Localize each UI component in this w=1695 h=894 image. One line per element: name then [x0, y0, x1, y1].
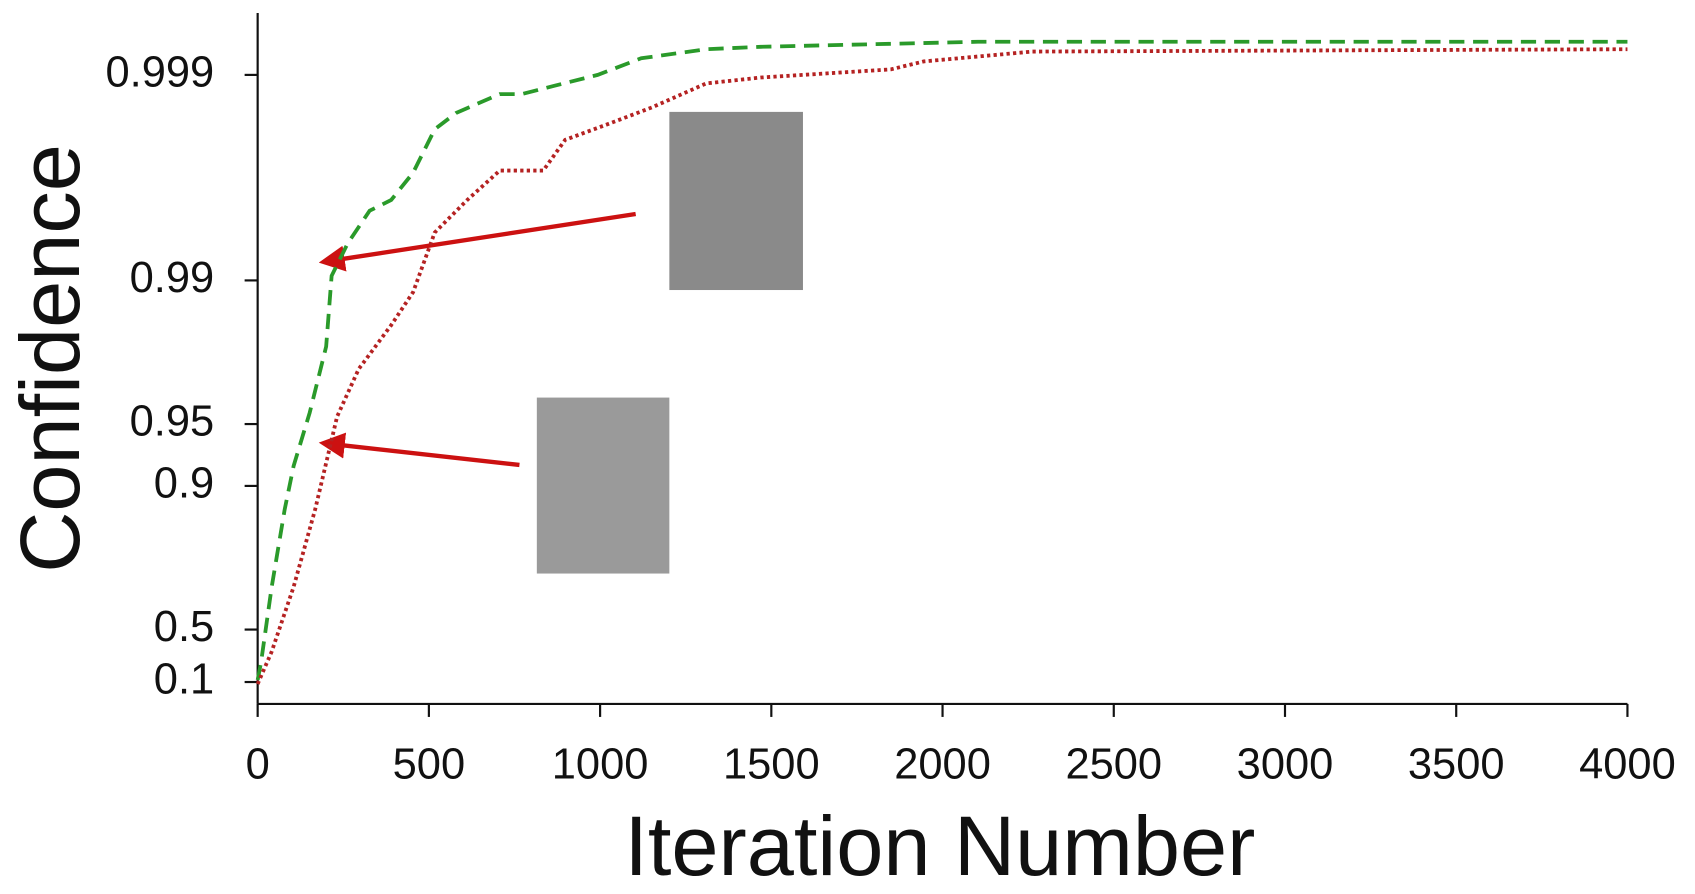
x-tick-label: 2500 — [1065, 740, 1162, 788]
y-tick-label: 0.9 — [154, 459, 214, 507]
series-line — [255, 47, 1628, 685]
y-tick-label: 0.5 — [154, 603, 214, 651]
x-tick-label: 1500 — [723, 740, 820, 788]
y-axis-title: Confidence — [2, 144, 97, 573]
x-tick-label: 4000 — [1579, 740, 1676, 788]
y-tick-label: 0.99 — [130, 254, 215, 302]
x-tick-label: 0 — [246, 740, 270, 788]
arrow — [318, 211, 637, 272]
y-tick-label: 0.999 — [106, 48, 215, 96]
face-photo — [669, 111, 803, 291]
x-tick-label: 1000 — [552, 740, 649, 788]
x-tick-label: 500 — [393, 740, 465, 788]
y-tick-label: 0.1 — [154, 656, 214, 704]
x-tick-label: 3000 — [1237, 740, 1334, 788]
x-axis-title: Iteration Number — [624, 798, 1255, 893]
face-photo — [536, 397, 670, 574]
axes — [256, 13, 1628, 705]
x-tick-label: 2000 — [894, 740, 991, 788]
arrow — [318, 432, 520, 468]
y-tick-label: 0.95 — [130, 398, 215, 446]
x-tick-label: 3500 — [1408, 740, 1505, 788]
series-line — [255, 39, 1628, 681]
